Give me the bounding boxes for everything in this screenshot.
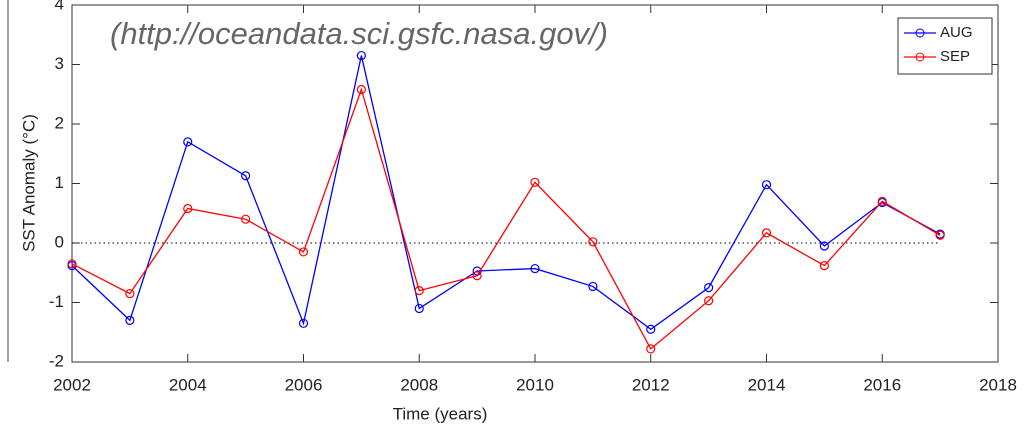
point: [241, 171, 251, 181]
legend-label: SEP: [940, 48, 970, 65]
y-tick-label: 2: [55, 113, 64, 132]
point: [241, 214, 251, 224]
point: [298, 247, 309, 257]
y-tick-label: 0: [55, 232, 64, 251]
point: [125, 315, 135, 325]
point: [935, 230, 945, 240]
point: [414, 286, 424, 296]
x-tick-label: 2012: [632, 375, 670, 394]
y-tick-label: 4: [55, 0, 64, 13]
x-tick-label: 2014: [748, 375, 786, 394]
point: [704, 296, 714, 306]
y-axis-label: SST Anomaly (°C): [19, 114, 38, 252]
point: [761, 228, 772, 238]
point: [704, 283, 714, 293]
point: [761, 180, 772, 190]
point: [819, 261, 829, 271]
x-axis-label: Time (years): [393, 404, 488, 423]
point: [298, 318, 309, 328]
annotation: (http://oceandata.sci.gsfc.nasa.gov/): [110, 16, 608, 51]
point: [646, 324, 656, 334]
legend-marker: [915, 52, 925, 62]
y-tick-label: -1: [49, 292, 64, 311]
point: [67, 259, 77, 269]
point: [588, 237, 598, 247]
y-tick-label: 3: [55, 54, 64, 73]
point: [356, 84, 366, 95]
point: [414, 303, 424, 314]
point: [183, 203, 193, 214]
point: [877, 196, 887, 206]
y-tick-label: 1: [55, 173, 64, 192]
x-tick-label: 2004: [169, 375, 207, 394]
point: [646, 344, 656, 354]
x-tick-label: 2006: [285, 375, 323, 394]
point: [530, 263, 540, 274]
legend-label: AUG: [940, 24, 973, 41]
point: [183, 137, 193, 147]
point: [356, 50, 366, 61]
series-line: [71, 55, 941, 331]
point: [530, 177, 540, 187]
x-tick-label: 2016: [863, 375, 901, 394]
x-tick-label: 2002: [53, 375, 91, 394]
point: [472, 271, 482, 281]
series-line: [71, 87, 941, 350]
y-tick-label: -2: [49, 351, 64, 370]
x-tick-label: 2010: [516, 375, 554, 394]
point: [125, 288, 135, 299]
point: [819, 241, 829, 251]
x-tick-label: 2008: [400, 375, 438, 394]
x-tick-label: 2018: [979, 375, 1017, 394]
point: [588, 281, 598, 292]
legend-marker: [915, 28, 925, 38]
legend-box: [897, 17, 993, 75]
